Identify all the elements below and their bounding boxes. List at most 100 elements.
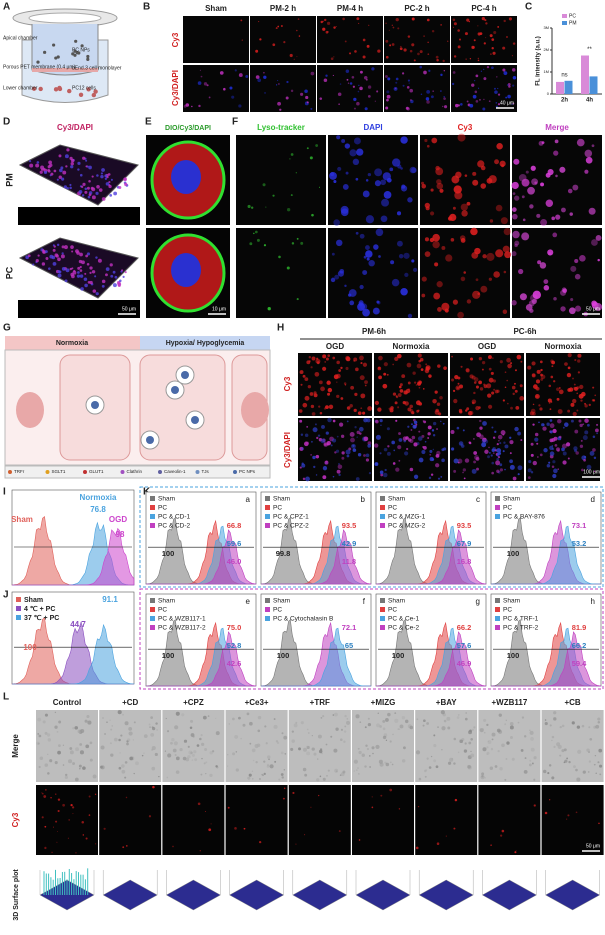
cell-signal	[133, 772, 135, 775]
cell-signal	[436, 428, 439, 430]
cell-signal	[514, 426, 519, 432]
cell-signal	[421, 293, 426, 298]
cell-signal	[401, 759, 406, 763]
cell-signal	[517, 465, 523, 471]
cell-signal	[404, 272, 409, 278]
cell	[31, 86, 37, 91]
cell-signal	[318, 186, 321, 188]
cell-signal	[409, 404, 414, 409]
cell-signal	[200, 75, 203, 78]
cell-signal	[54, 761, 58, 765]
cell-signal	[374, 180, 381, 187]
cell-signal	[552, 428, 557, 434]
cell-signal	[170, 741, 173, 745]
cell-signal	[504, 468, 506, 471]
cell-signal	[336, 435, 339, 438]
cell-signal	[509, 722, 514, 726]
cell-signal	[483, 718, 487, 722]
cell-signal	[474, 90, 478, 94]
cell-signal	[575, 811, 578, 814]
cell-signal	[151, 746, 156, 751]
cell-signal	[104, 733, 106, 735]
percentage: 65	[345, 641, 353, 650]
cell-signal	[306, 101, 309, 104]
cell-signal	[480, 70, 483, 72]
cell-signal	[418, 380, 422, 384]
cell-signal	[453, 398, 458, 404]
cell-signal	[572, 398, 577, 404]
cell-signal	[85, 165, 88, 168]
legend-icon	[45, 470, 50, 474]
cell-signal	[577, 353, 582, 358]
cell-signal	[100, 172, 104, 175]
cell-signal	[315, 454, 320, 459]
cell-signal	[490, 454, 493, 457]
cell-signal	[342, 17, 345, 21]
cell-signal	[397, 728, 400, 730]
cell-signal	[368, 24, 370, 26]
cell-signal	[367, 406, 373, 411]
cell-signal	[398, 432, 401, 435]
cell-signal	[364, 384, 367, 387]
cell-signal	[121, 769, 126, 774]
cell-signal	[320, 386, 325, 392]
cell-signal	[343, 740, 346, 743]
micrograph	[288, 785, 351, 855]
cell-signal	[254, 743, 259, 749]
cell-signal	[187, 745, 190, 748]
cell-signal	[249, 742, 252, 745]
cell-signal	[330, 735, 333, 738]
cell-signal	[64, 279, 68, 283]
cell-signal	[174, 725, 179, 730]
cell-signal	[441, 302, 450, 311]
cell-signal	[491, 732, 496, 737]
cell-signal	[375, 434, 381, 440]
cell-signal	[365, 179, 369, 182]
cell-signal	[54, 725, 58, 729]
cell-signal	[56, 841, 58, 843]
cell-signal	[391, 763, 394, 766]
cell-signal	[57, 273, 62, 278]
cell-signal	[325, 30, 329, 34]
percentage: 100	[162, 651, 175, 660]
cell-signal	[582, 423, 585, 426]
cell-signal	[491, 738, 494, 741]
cell-signal	[86, 714, 90, 719]
cell-signal	[454, 798, 458, 802]
cell-signal	[550, 375, 554, 379]
legend-swatch	[495, 616, 500, 621]
cell-signal	[432, 434, 436, 437]
np	[74, 39, 78, 43]
cell-signal	[507, 402, 509, 405]
x-tick-label: 4h	[586, 98, 593, 104]
micrograph	[162, 710, 225, 782]
cell-signal	[477, 57, 479, 60]
cell-signal	[464, 458, 470, 463]
cell-signal	[496, 469, 500, 473]
cell-signal	[89, 280, 93, 285]
cell-signal	[597, 258, 600, 262]
cell-signal	[491, 66, 494, 70]
cell-signal	[584, 430, 589, 435]
cell-signal	[114, 275, 118, 279]
cell-signal	[191, 759, 194, 761]
cell-signal	[322, 466, 328, 471]
cell-signal	[326, 443, 330, 446]
cell-signal	[192, 735, 195, 738]
cell-signal	[383, 372, 387, 376]
cell-signal	[317, 734, 322, 739]
cell-signal	[467, 411, 473, 416]
cell-signal	[86, 186, 90, 190]
cell-signal	[499, 468, 504, 472]
cell-signal	[402, 400, 406, 405]
cell-signal	[122, 275, 125, 278]
cell-signal	[406, 86, 410, 89]
cell-signal	[504, 371, 507, 374]
cell-signal	[267, 307, 271, 311]
cell-signal	[495, 249, 504, 258]
cell-signal	[189, 726, 193, 730]
cell-signal	[489, 34, 493, 38]
cell-signal	[207, 715, 210, 717]
cell-signal	[227, 806, 230, 809]
